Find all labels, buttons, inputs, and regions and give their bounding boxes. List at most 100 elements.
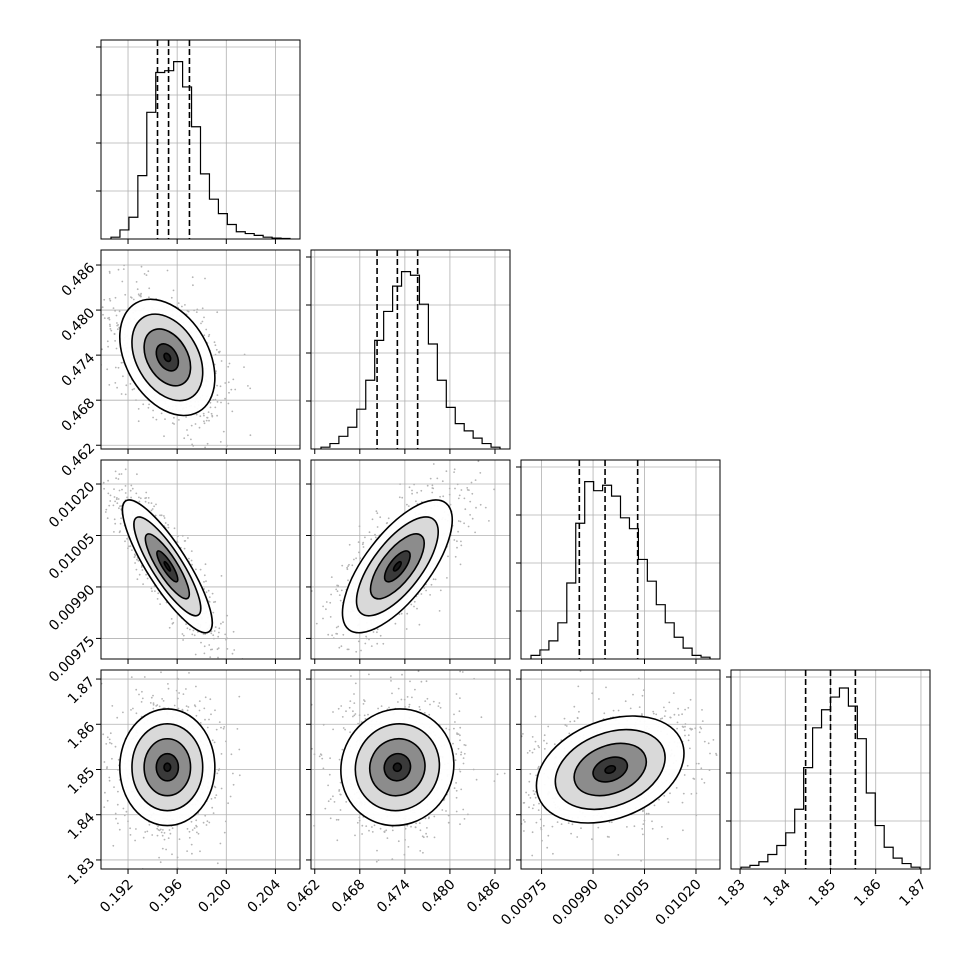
scatter-point	[118, 828, 121, 831]
scatter-point	[132, 298, 135, 301]
scatter-point	[376, 628, 379, 631]
panel-frame	[310, 249, 511, 450]
scatter-point	[115, 817, 117, 820]
scatter-point	[116, 803, 119, 806]
scatter-point	[214, 709, 216, 712]
scatter-point	[367, 713, 369, 716]
scatter-point	[142, 403, 145, 406]
scatter-point	[322, 617, 324, 620]
contour-line	[163, 560, 172, 572]
scatter-point	[415, 500, 417, 503]
scatter-point	[364, 536, 366, 539]
scatter-point	[114, 522, 117, 525]
scatter-point	[385, 829, 388, 832]
scatter-point	[137, 408, 140, 410]
scatter-point	[339, 781, 342, 784]
scatter-point	[643, 819, 646, 822]
scatter-point	[348, 543, 351, 546]
scatter-point	[173, 416, 175, 419]
scatter-point	[195, 819, 198, 822]
scatter-point	[439, 495, 441, 498]
scatter-point	[227, 402, 230, 405]
scatter-point	[344, 728, 346, 731]
scatter-point	[188, 672, 190, 674]
scatter-point	[159, 514, 162, 517]
scatter-point	[707, 742, 710, 745]
scatter-point	[151, 508, 154, 510]
scatter-point	[376, 849, 378, 852]
scatter-point	[525, 791, 527, 794]
scatter-point	[560, 823, 563, 825]
scatter-point	[353, 693, 355, 695]
scatter-point	[142, 836, 145, 839]
scatter-point	[337, 625, 340, 628]
scatter-point	[399, 483, 401, 485]
scatter-point	[238, 774, 241, 777]
scatter-point	[173, 704, 176, 707]
scatter-point	[219, 385, 222, 388]
scatter-point	[190, 438, 192, 441]
scatter-point	[346, 566, 348, 569]
scatter-point	[138, 573, 141, 576]
scatter-point	[379, 827, 382, 830]
scatter-point	[222, 621, 224, 623]
scatter-point	[215, 370, 217, 372]
scatter-point	[145, 573, 148, 576]
scatter-point	[335, 626, 338, 629]
scatter-point	[188, 836, 191, 839]
scatter-point	[155, 705, 158, 707]
scatter-point	[414, 826, 417, 829]
scatter-point	[154, 514, 157, 517]
scatter-point	[225, 740, 227, 743]
scatter-point	[97, 299, 99, 301]
scatter-point	[448, 728, 451, 731]
scatter-point	[233, 649, 236, 651]
scatter-point	[108, 504, 111, 507]
scatter-point	[374, 536, 377, 539]
scatter-point	[361, 824, 364, 827]
scatter-point	[220, 787, 223, 790]
contour-line	[355, 516, 440, 617]
scatter-point	[453, 713, 455, 716]
scatter-point	[332, 637, 335, 639]
scatter-point	[204, 814, 207, 817]
scatter-point	[224, 397, 227, 400]
scatter-point	[659, 718, 662, 720]
scatter-point	[150, 509, 153, 512]
scatter-point	[186, 709, 189, 712]
scatter-point	[336, 590, 339, 593]
scatter-point	[164, 522, 167, 524]
scatter-point	[178, 419, 180, 421]
density-content	[521, 670, 718, 862]
scatter-point	[458, 494, 461, 497]
scatter-point	[642, 833, 644, 836]
scatter-point	[441, 809, 444, 811]
scatter-point	[354, 713, 357, 715]
scatter-point	[338, 789, 341, 791]
scatter-point	[216, 311, 219, 314]
scatter-point	[167, 837, 170, 839]
scatter-point	[232, 783, 235, 786]
scatter-point	[341, 716, 344, 718]
scatter-point	[93, 799, 95, 801]
scatter-point	[439, 589, 442, 592]
contour-line	[131, 313, 204, 402]
scatter-point	[129, 545, 132, 547]
scatter-point	[404, 839, 406, 841]
scatter-point	[211, 648, 214, 651]
scatter-point	[219, 350, 221, 353]
scatter-point	[102, 313, 104, 316]
scatter-point	[313, 753, 316, 756]
scatter-point	[55, 324, 57, 326]
scatter-point	[142, 583, 145, 585]
scatter-point	[138, 496, 140, 499]
scatter-point	[455, 789, 458, 792]
scatter-point	[114, 310, 116, 312]
scatter-point	[186, 627, 189, 630]
scatter-point	[391, 692, 393, 695]
scatter-point	[421, 835, 424, 838]
scatter-point	[112, 844, 115, 847]
contour-line	[369, 533, 425, 600]
panel-frame	[100, 459, 301, 660]
scatter-point	[194, 423, 197, 425]
